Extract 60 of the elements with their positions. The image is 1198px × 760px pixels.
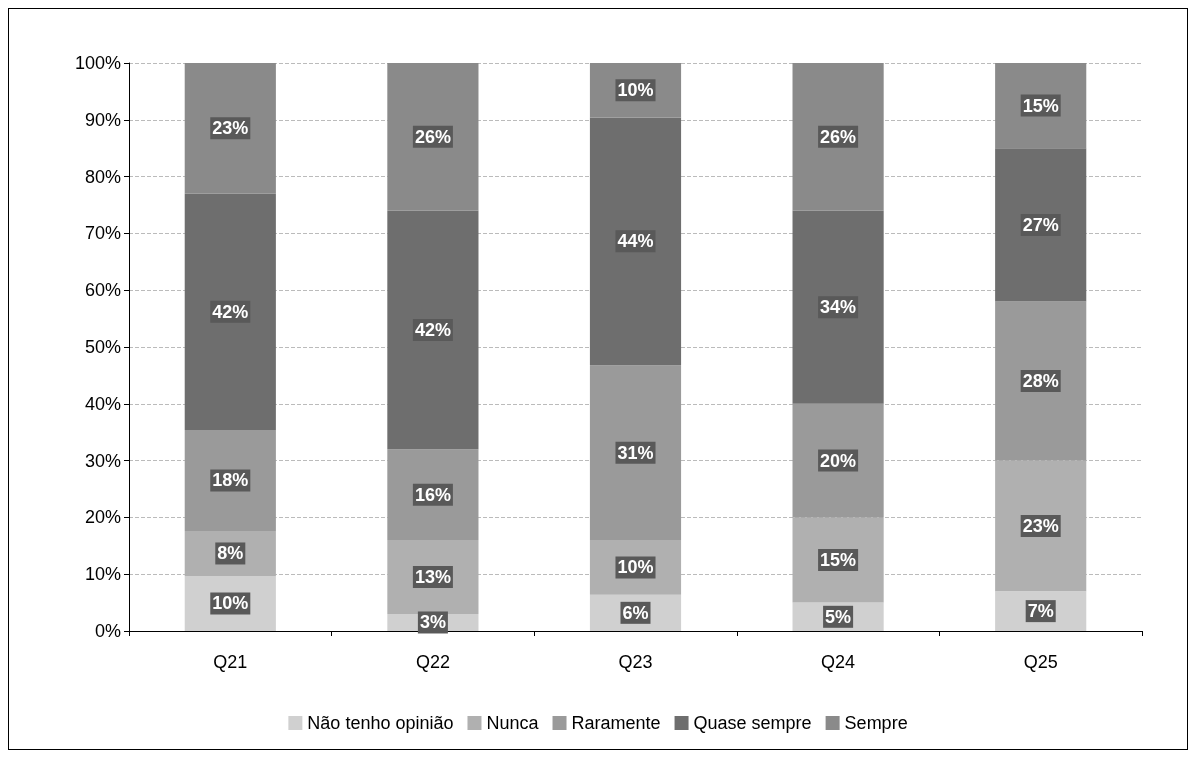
y-tick-label: 60% [84, 280, 121, 301]
bar [589, 365, 682, 541]
x-tick-label: Q21 [213, 652, 248, 672]
data-label: 10% [617, 80, 654, 101]
data-label: 44% [617, 231, 654, 252]
data-label: 27% [1022, 214, 1059, 235]
data-label: 3% [419, 612, 446, 633]
data-label: 20% [820, 450, 857, 471]
y-tick-label: 30% [84, 450, 121, 471]
bar [792, 210, 884, 404]
data-label: 13% [414, 567, 451, 588]
y-tick-label: 40% [84, 393, 121, 414]
data-label: 31% [617, 442, 654, 463]
x-tick-label: Q25 [1023, 652, 1058, 672]
legend-label: Nunca [486, 713, 540, 733]
data-label: 34% [820, 297, 857, 318]
data-label: 6% [622, 602, 649, 623]
bar [387, 63, 479, 211]
data-label: 10% [617, 557, 654, 578]
data-label: 42% [212, 301, 249, 322]
bar [387, 449, 479, 541]
bar [589, 117, 682, 366]
data-label: 23% [1022, 515, 1059, 536]
y-tick-label: 50% [84, 337, 121, 357]
bar [995, 63, 1087, 149]
bar [184, 193, 276, 430]
data-label: 5% [825, 606, 852, 627]
bar [184, 63, 276, 194]
legend-label: Raramente [571, 713, 661, 733]
x-tick-label: Q22 [415, 652, 450, 672]
data-label: 26% [820, 126, 857, 147]
bar [184, 429, 276, 532]
y-tick-label: 70% [84, 223, 121, 244]
data-label: 15% [820, 550, 857, 570]
x-tick-label: Q24 [821, 652, 856, 672]
bar [792, 63, 884, 211]
data-label: 18% [212, 470, 249, 491]
bar [387, 210, 479, 450]
data-label: 8% [217, 543, 244, 564]
data-label: 7% [1027, 601, 1054, 622]
data-label: 42% [414, 319, 451, 340]
y-tick-label: 90% [84, 109, 121, 130]
y-tick-label: 100% [74, 53, 121, 73]
y-tick-label: 0% [94, 621, 121, 641]
data-label: 28% [1022, 371, 1059, 392]
legend-label: Não tenho opinião [307, 713, 454, 733]
y-tick-label: 20% [84, 507, 121, 528]
data-label: 10% [212, 593, 249, 614]
legend-label: Quase sempre [693, 713, 812, 733]
y-tick-label: 10% [84, 564, 121, 585]
x-tick-label: Q23 [618, 652, 653, 672]
data-label: 15% [1022, 95, 1059, 116]
bar [792, 403, 884, 518]
data-label: 26% [414, 126, 451, 147]
y-tick-label: 80% [84, 166, 121, 187]
bar [995, 301, 1087, 461]
data-label: 16% [414, 484, 451, 505]
data-label: 23% [212, 118, 249, 139]
bar [995, 148, 1087, 302]
legend-label: Sempre [844, 713, 908, 733]
